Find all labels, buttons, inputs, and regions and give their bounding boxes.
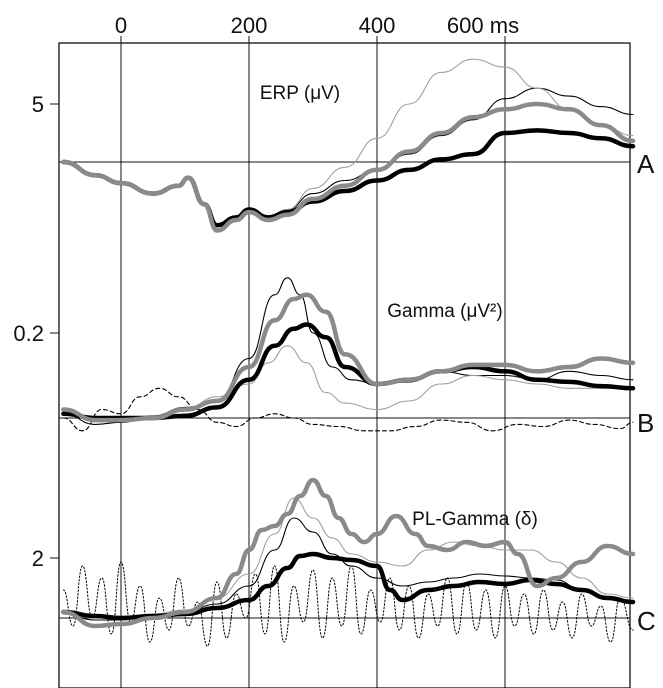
- panel-c-line-thin-gray: [62, 497, 634, 619]
- panel-c-line-thick-gray: [61, 477, 636, 629]
- panel-b-letter: B: [637, 408, 654, 438]
- panel-c-title: PL-Gamma (δ): [412, 509, 538, 530]
- panel-a-series: [61, 58, 636, 233]
- panel-a-line-thin-black: [62, 87, 634, 226]
- panel-c-letter: C: [637, 606, 656, 636]
- x-axis-ticks: 0 200 400 600 ms: [115, 13, 519, 43]
- panel-a-title: ERP (μV): [260, 83, 340, 104]
- panel-b-line-dashed-black: [62, 387, 634, 432]
- panel-a-line-thin-gray: [62, 58, 634, 226]
- panel-b-title: Gamma (μV²): [387, 301, 502, 322]
- panel-b-series: [61, 277, 636, 432]
- panel-a-ytick-label: 5: [32, 92, 44, 117]
- panel-a-letter: A: [637, 149, 655, 179]
- panel-b-ytick-label: 0.2: [13, 321, 44, 346]
- grid-lines: [120, 43, 506, 688]
- x-tick-label-0: 0: [115, 13, 127, 38]
- panel-b: 0.2 B Gamma (μV²): [13, 277, 654, 438]
- panel-a: 5 A ERP (μV): [32, 58, 655, 233]
- panel-a-line-thick-gray: [61, 101, 636, 233]
- panel-c-line-dotted-black: [62, 561, 634, 647]
- plot-frame: [58, 42, 631, 688]
- panel-c-line-thick-black: [61, 551, 636, 621]
- x-tick-label-400: 400: [359, 13, 396, 38]
- x-tick-label-200: 200: [231, 13, 268, 38]
- panel-c-ytick-label: 2: [32, 546, 44, 571]
- panel-a-line-thick-black: [61, 128, 636, 228]
- panel-c: 2 C PL-Gamma (δ): [32, 477, 656, 647]
- panel-b-line-thin-black: [62, 277, 634, 425]
- panel-b-line-thick-gray: [61, 292, 636, 423]
- panel-c-series: [61, 477, 636, 647]
- x-tick-label-600: 600 ms: [447, 13, 519, 38]
